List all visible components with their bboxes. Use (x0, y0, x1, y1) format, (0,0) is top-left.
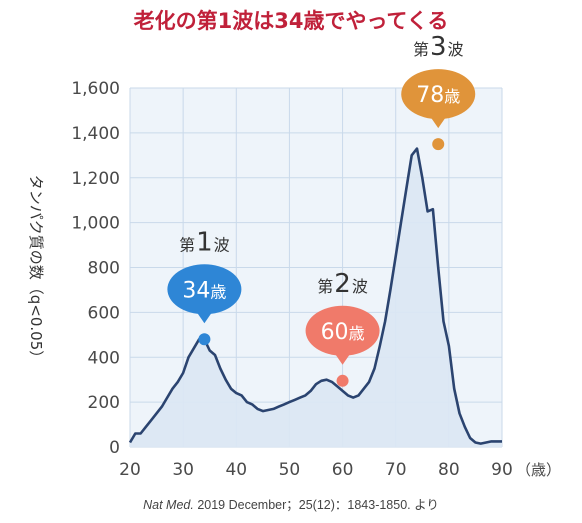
y-tick-label: 800 (88, 259, 120, 279)
peak-annotation: 第1波 34歳 (167, 227, 242, 346)
x-axis-unit: （歳） (516, 461, 561, 479)
x-tick-label: 30 (172, 460, 194, 480)
y-tick-label: 1,600 (71, 79, 120, 99)
peak-annotations: 第1波 34歳 第2波 60歳 第3波 78歳 (167, 32, 476, 387)
wave-label: 第2波 (317, 269, 368, 299)
y-axis-label: タンパク質の数（q<0.05） (27, 175, 45, 366)
peak-point (198, 333, 211, 346)
peak-annotation: 第2波 60歳 (305, 269, 380, 387)
data-area (130, 148, 502, 447)
source-journal: Nat Med. (143, 498, 194, 512)
x-tick-label: 80 (438, 460, 460, 480)
y-tick-label: 1,000 (71, 214, 120, 234)
y-tick-label: 0 (109, 438, 120, 458)
age-label: 60歳 (321, 320, 365, 345)
age-bubble (401, 69, 476, 120)
x-tick-label: 90 (491, 460, 513, 480)
y-tick-label: 1,200 (71, 169, 120, 189)
age-label: 34歳 (182, 278, 226, 303)
age-bubble (167, 264, 242, 315)
data-line (128, 147, 502, 445)
age-label: 78歳 (416, 83, 460, 108)
y-tick-label: 400 (88, 348, 120, 368)
chart-title: 老化の第1波は34歳でやってくる (134, 9, 449, 33)
y-tick-label: 600 (88, 303, 120, 323)
age-bubble (305, 305, 380, 356)
source-citation: Nat Med. 2019 December；25(12)：1843-1850.… (0, 494, 582, 513)
x-tick-label: 70 (385, 460, 407, 480)
y-tick-label: 200 (88, 393, 120, 413)
peak-annotation: 第3波 78歳 (401, 32, 476, 151)
wave-label: 第3波 (413, 32, 464, 62)
x-tick-label: 50 (279, 460, 301, 480)
x-tick-label: 20 (119, 460, 141, 480)
x-tick-label: 40 (225, 460, 247, 480)
y-axis-ticks: 0 200 400 600 800 1,000 1,200 1,400 1,600 (71, 79, 120, 458)
x-tick-label: 60 (332, 460, 354, 480)
x-axis-ticks: 20 30 40 50 60 70 80 90 （歳） (119, 460, 561, 480)
peak-point (432, 138, 445, 151)
y-tick-label: 1,400 (71, 124, 120, 144)
peak-point (336, 374, 349, 387)
source-details: 2019 December；25(12)：1843-1850. より (193, 498, 439, 512)
wave-label: 第1波 (179, 227, 230, 257)
